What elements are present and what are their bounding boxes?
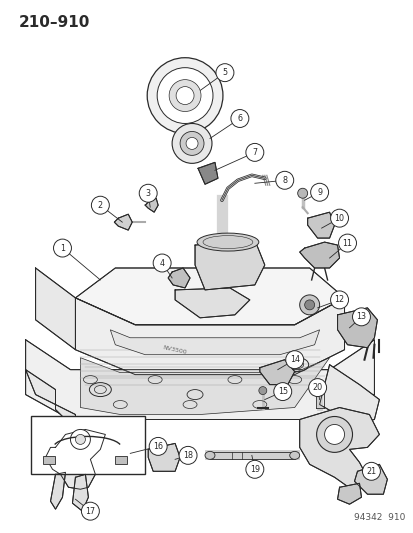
Circle shape [149, 438, 167, 455]
Circle shape [53, 239, 71, 257]
Circle shape [351, 308, 370, 326]
Text: NV3500: NV3500 [162, 345, 187, 355]
Polygon shape [145, 198, 158, 212]
Circle shape [275, 171, 293, 189]
Text: 21: 21 [366, 467, 375, 476]
Text: 7: 7 [252, 148, 257, 157]
Text: 17: 17 [85, 507, 95, 515]
Polygon shape [168, 268, 190, 288]
Circle shape [230, 109, 248, 127]
Bar [43, 456, 55, 464]
Text: 14: 14 [289, 355, 299, 364]
Polygon shape [110, 330, 319, 354]
Text: 11: 11 [342, 239, 352, 248]
Text: 9: 9 [316, 188, 321, 197]
Polygon shape [80, 358, 329, 415]
Circle shape [324, 424, 344, 445]
Circle shape [308, 378, 326, 397]
Circle shape [304, 300, 314, 310]
Text: 6: 6 [237, 114, 242, 123]
Polygon shape [36, 268, 75, 350]
Circle shape [310, 183, 328, 201]
Ellipse shape [204, 451, 214, 459]
Circle shape [176, 86, 194, 104]
Text: 4: 4 [159, 259, 164, 268]
Circle shape [157, 68, 212, 124]
Polygon shape [319, 365, 378, 424]
Text: 5: 5 [222, 68, 227, 77]
Circle shape [245, 461, 263, 478]
Polygon shape [337, 308, 377, 348]
Text: 2: 2 [97, 201, 103, 209]
Polygon shape [197, 163, 217, 184]
Text: 3: 3 [145, 189, 150, 198]
Circle shape [179, 447, 197, 464]
Circle shape [362, 462, 380, 480]
Circle shape [139, 184, 157, 202]
Polygon shape [50, 472, 65, 509]
Circle shape [273, 383, 291, 400]
Circle shape [338, 234, 356, 252]
Polygon shape [26, 370, 75, 430]
Circle shape [297, 188, 307, 198]
Polygon shape [148, 443, 180, 471]
Text: 13: 13 [356, 312, 366, 321]
Circle shape [81, 502, 99, 520]
Text: 20: 20 [312, 383, 322, 392]
Circle shape [316, 416, 351, 453]
Circle shape [185, 138, 197, 149]
Polygon shape [299, 242, 339, 268]
Polygon shape [114, 214, 132, 230]
Polygon shape [354, 464, 387, 494]
Polygon shape [72, 474, 88, 511]
Circle shape [70, 430, 90, 449]
Ellipse shape [289, 451, 299, 459]
Polygon shape [175, 288, 249, 318]
Circle shape [216, 63, 233, 82]
Text: 8: 8 [282, 176, 287, 185]
Polygon shape [299, 408, 378, 489]
Circle shape [299, 295, 319, 315]
Circle shape [180, 132, 204, 156]
Ellipse shape [197, 233, 258, 251]
Circle shape [169, 79, 201, 111]
Polygon shape [26, 340, 373, 419]
Circle shape [172, 124, 211, 163]
Circle shape [75, 434, 85, 445]
Circle shape [330, 209, 348, 227]
Circle shape [91, 196, 109, 214]
Polygon shape [337, 483, 361, 504]
Polygon shape [45, 430, 105, 489]
Text: 12: 12 [334, 295, 344, 304]
Circle shape [258, 386, 266, 394]
Text: 10: 10 [334, 214, 344, 223]
Polygon shape [75, 298, 344, 375]
Polygon shape [75, 268, 344, 325]
Circle shape [245, 143, 263, 161]
Text: 210–910: 210–910 [19, 15, 90, 30]
Circle shape [330, 291, 348, 309]
Text: 94342  910: 94342 910 [353, 513, 404, 522]
Text: 19: 19 [249, 465, 259, 474]
Polygon shape [259, 360, 294, 385]
Circle shape [153, 254, 171, 272]
Text: 1: 1 [60, 244, 65, 253]
Circle shape [147, 58, 223, 133]
Bar [31, 416, 145, 474]
Polygon shape [307, 212, 334, 238]
Polygon shape [195, 240, 264, 290]
Text: 16: 16 [153, 442, 163, 451]
Text: 15: 15 [277, 387, 287, 396]
Circle shape [285, 351, 303, 369]
Text: 18: 18 [183, 451, 192, 460]
Bar [115, 456, 127, 464]
